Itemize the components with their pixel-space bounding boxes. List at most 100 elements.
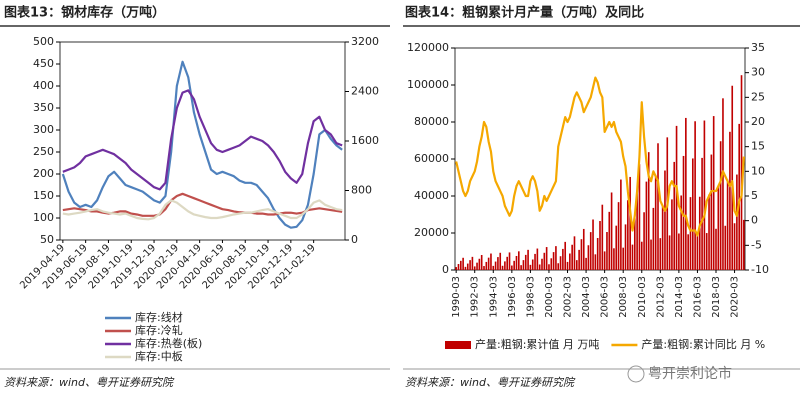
watermark-icon	[627, 365, 645, 383]
bar	[471, 256, 474, 270]
x-tick-label: 2004-03	[581, 276, 592, 318]
bar	[617, 202, 620, 270]
bar	[469, 260, 471, 270]
legend-label: 产量:粗钢:累计同比 月 %	[641, 337, 765, 351]
bar	[569, 253, 571, 270]
bar	[464, 266, 467, 270]
bar	[733, 223, 736, 270]
bar	[596, 238, 599, 270]
bar	[608, 211, 611, 270]
bar	[610, 192, 613, 270]
bar	[664, 170, 666, 270]
bar	[511, 265, 513, 270]
y2-tick-label: 2400	[351, 85, 379, 98]
y2-tick-label: 1600	[351, 134, 379, 147]
bar	[668, 235, 671, 270]
x-tick-label: 2020-03	[730, 276, 741, 318]
bar	[722, 98, 724, 270]
y-tick-label: 100000	[407, 78, 449, 91]
bar	[473, 266, 476, 270]
bar	[580, 239, 583, 270]
bar	[545, 247, 548, 270]
bar	[536, 248, 539, 270]
x-tick-label: 1998-03	[525, 276, 536, 318]
bar	[659, 238, 662, 270]
bar	[492, 265, 495, 270]
bar	[650, 239, 652, 270]
bar	[613, 248, 615, 270]
bar	[629, 176, 631, 270]
bar	[476, 262, 478, 270]
bar	[594, 254, 597, 270]
bar	[701, 157, 703, 270]
bar	[627, 200, 629, 270]
y-tick-label: 500	[33, 35, 54, 48]
bar	[529, 264, 532, 270]
bar	[534, 253, 536, 270]
bar	[678, 233, 680, 270]
x-tick-label: 1990-03	[451, 276, 462, 318]
y-tick-label: 250	[33, 145, 54, 158]
bar	[589, 232, 592, 270]
y-tick-label: 300	[33, 123, 54, 136]
bar	[501, 265, 504, 270]
bar	[552, 252, 555, 270]
y-tick-label: 50	[40, 233, 54, 246]
bar	[694, 121, 696, 270]
y-tick-label: 450	[33, 57, 54, 70]
bar	[578, 249, 580, 270]
bar	[478, 258, 481, 270]
bar	[541, 258, 543, 270]
bar	[726, 179, 729, 270]
y2-tick-label: 0	[751, 214, 758, 227]
bar	[738, 123, 741, 271]
y2-tick-label: 800	[351, 184, 372, 197]
y2-tick-label: 3200	[351, 35, 379, 48]
y2-tick-label: 35	[751, 41, 765, 54]
bar	[696, 234, 699, 270]
bar	[555, 246, 557, 270]
bar	[599, 221, 601, 270]
bar	[557, 263, 560, 270]
line	[61, 60, 343, 229]
bar	[606, 232, 608, 270]
bar	[455, 267, 457, 270]
bar	[717, 185, 720, 270]
bar	[531, 259, 534, 270]
x-tick-label: 2018-03	[711, 276, 722, 318]
bar	[691, 158, 694, 270]
x-tick-label: 2000-03	[544, 276, 555, 318]
bar	[564, 241, 567, 270]
bar	[675, 125, 678, 270]
bar	[508, 252, 511, 270]
bar	[520, 265, 522, 270]
bar	[661, 205, 664, 270]
y-tick-label: 120000	[407, 41, 449, 54]
x-tick-label: 2002-03	[563, 276, 574, 318]
bar	[524, 254, 527, 270]
bar	[499, 252, 502, 270]
bar	[622, 247, 625, 270]
bar	[603, 251, 606, 270]
bar	[680, 195, 683, 270]
y-tick-label: 350	[33, 101, 54, 114]
watermark: 粤开崇利论市	[648, 365, 732, 382]
bar	[636, 190, 638, 270]
y-tick-label: 150	[33, 189, 54, 202]
bar	[573, 236, 576, 270]
source: 资料来源：wind、粤开证券研究院	[4, 376, 175, 389]
bar	[504, 261, 506, 270]
bar	[485, 261, 488, 270]
x-tick-label: 2014-03	[674, 276, 685, 318]
y2-tick-label: 15	[751, 140, 765, 153]
legend-label: 产量:粗钢:累计值 月 万吨	[475, 337, 599, 351]
bar	[633, 218, 636, 270]
bar	[743, 219, 745, 270]
bar	[462, 257, 464, 270]
bar	[729, 131, 731, 270]
bar	[571, 244, 573, 270]
bar	[640, 241, 643, 270]
bar	[566, 261, 569, 270]
bar	[506, 256, 509, 270]
